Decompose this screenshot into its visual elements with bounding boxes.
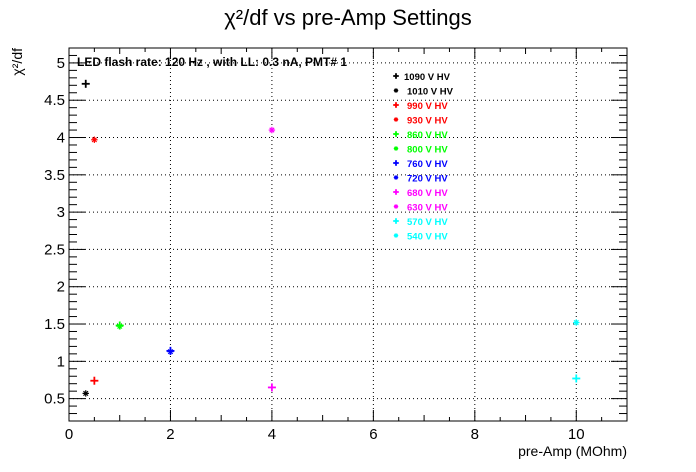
data-point: [573, 319, 580, 326]
tick-labels: 0 2 4 6 8 10 0.5 1 1.5 2 2.5 3 3.5 4 4.5 5: [44, 55, 584, 443]
legend-label: 860 V HV: [407, 130, 448, 141]
legend-label: 680 V HV: [407, 188, 448, 199]
data-point: [91, 136, 98, 143]
legend-marker: [393, 117, 399, 122]
legend-label: 630 V HV: [407, 203, 448, 214]
legend: 1090 V HV 1010 V HV 990 V HV 930 V HV 860 V …: [393, 72, 454, 243]
legend-marker: [393, 73, 399, 79]
legend-marker: [393, 175, 399, 180]
legend-label: 760 V HV: [407, 159, 448, 170]
chart-title: χ²/df vs pre-Amp Settings: [224, 5, 472, 30]
grid: [69, 48, 627, 421]
legend-marker: [393, 189, 399, 195]
data-point: [82, 390, 89, 397]
legend-marker: [393, 88, 399, 93]
data-points: [81, 79, 581, 397]
data-point: [267, 383, 276, 392]
legend-marker: [393, 131, 399, 137]
legend-label: 930 V HV: [407, 116, 448, 127]
legend-marker: [393, 204, 399, 209]
plot-frame: [68, 47, 628, 422]
legend-marker: [393, 233, 399, 238]
legend-label: 800 V HV: [407, 145, 448, 156]
legend-marker: [393, 102, 399, 108]
legend-label: 1090 V HV: [404, 72, 451, 83]
data-point: [81, 79, 90, 88]
y-tick-label: 5: [57, 55, 65, 72]
data-point: [268, 126, 276, 134]
legend-label: 1010 V HV: [407, 87, 454, 98]
legend-marker: [393, 146, 399, 151]
legend-label: 990 V HV: [407, 101, 448, 112]
legend-marker: [393, 160, 399, 166]
legend-marker: [393, 218, 399, 224]
y-axis-label: χ²/df: [9, 48, 25, 76]
y-tick-label: 3: [57, 204, 65, 221]
x-tick-label: 2: [166, 426, 174, 443]
data-point: [116, 323, 123, 330]
x-tick-label: 10: [568, 426, 585, 443]
y-tick-label: 0.5: [44, 391, 65, 408]
data-point: [90, 376, 99, 385]
y-tick-label: 1: [57, 353, 65, 370]
legend-label: 720 V HV: [407, 174, 448, 185]
y-tick-label: 3.5: [44, 167, 65, 184]
x-axis-label: pre-Amp (MOhm): [518, 443, 627, 459]
legend-label: 540 V HV: [407, 232, 448, 243]
y-tick-label: 1.5: [44, 316, 65, 333]
legend-label: 570 V HV: [407, 217, 448, 228]
x-tick-label: 6: [369, 426, 377, 443]
y-tick-label: 2.5: [44, 241, 65, 258]
y-tick-label: 4.5: [44, 92, 65, 109]
x-tick-label: 0: [65, 426, 73, 443]
x-tick-label: 4: [268, 426, 276, 443]
chart-annotation: LED flash rate: 120 Hz , with LL: 0.3 nA…: [77, 55, 347, 69]
axis-ticks: [68, 47, 627, 421]
y-tick-label: 2: [57, 279, 65, 296]
data-point: [167, 348, 174, 355]
data-point: [572, 374, 581, 383]
y-tick-label: 4: [57, 130, 65, 147]
x-tick-label: 8: [471, 426, 479, 443]
